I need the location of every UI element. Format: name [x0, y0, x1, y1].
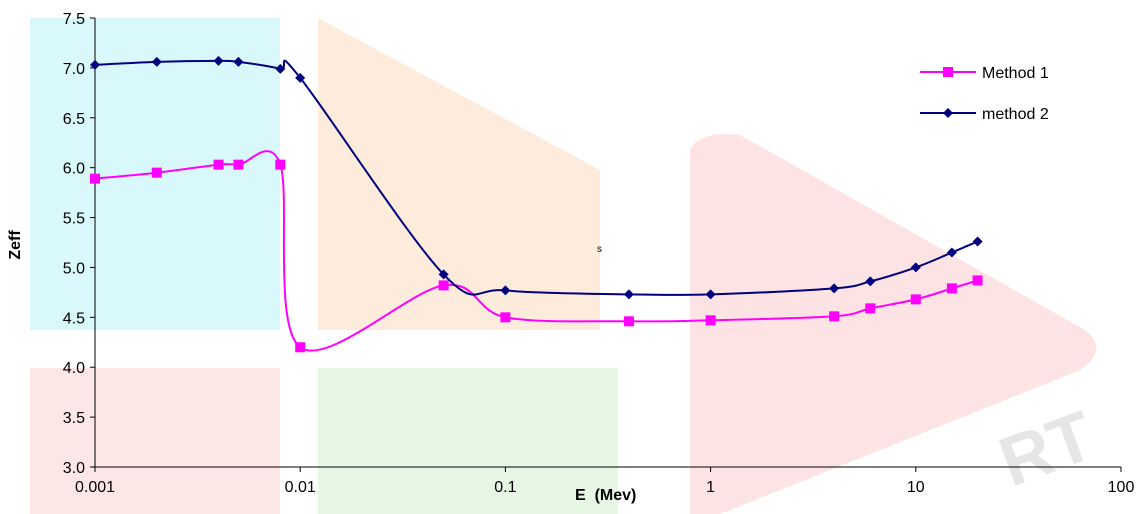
- legend-item-method-2: method 2: [920, 106, 1049, 123]
- y-tick-label: 7.0: [63, 61, 85, 78]
- series-layer: [90, 55, 983, 353]
- data-point-method-2: [865, 276, 876, 287]
- watermark-pink-shape: [30, 368, 280, 514]
- chart-annotation: s: [597, 244, 602, 255]
- y-tick-label: 3.5: [63, 410, 85, 427]
- data-point-method-2: [233, 56, 244, 67]
- data-point-method-2: [623, 289, 634, 300]
- data-point-method-2: [946, 247, 957, 258]
- data-point-method-1: [829, 311, 840, 322]
- series-method-2: [90, 55, 983, 300]
- data-point-method-2: [275, 63, 286, 74]
- y-tick-label: 5.0: [63, 260, 85, 277]
- data-point-method-1: [500, 312, 511, 323]
- series-line-method-2: [94, 59, 978, 297]
- y-tick-label: 4.5: [63, 310, 85, 327]
- data-point-method-2: [910, 262, 921, 273]
- data-point-method-2: [500, 285, 511, 296]
- series-line-method-1: [94, 150, 978, 352]
- series-method-1: [90, 150, 983, 353]
- watermark-orange-shape: [318, 18, 600, 330]
- y-tick-label: 6.0: [63, 161, 85, 178]
- data-point-method-2: [438, 269, 449, 280]
- x-tick-label: 100: [1108, 479, 1135, 496]
- data-point-method-2: [213, 55, 224, 66]
- y-tick-label: 7.5: [63, 11, 85, 28]
- data-point-method-1: [90, 173, 100, 184]
- legend-item-method-1: Method 1: [920, 65, 1049, 82]
- data-point-method-2: [972, 236, 983, 247]
- x-axis-title: E (Mev): [575, 487, 636, 504]
- y-tick-label: 6.5: [63, 111, 85, 128]
- plot-area: [94, 18, 1121, 468]
- legend: Method 1 method 2: [920, 65, 1049, 123]
- data-point-method-1: [213, 159, 224, 170]
- x-tick-label: 1: [706, 479, 715, 496]
- data-point-method-2: [705, 289, 716, 300]
- watermark-green-shape: [318, 368, 618, 514]
- data-point-method-1: [946, 283, 957, 294]
- data-point-method-1: [623, 316, 634, 327]
- y-axis-title: Zeff: [7, 230, 24, 260]
- y-tick-label: 4.0: [63, 360, 85, 377]
- data-point-method-1: [233, 159, 244, 170]
- y-axis-ticks: 3.0 3.5 4.0 4.5 5.0 5.5 6.0 6.5 7.0 7.5: [63, 11, 95, 477]
- legend-label-method-1: Method 1: [982, 65, 1049, 82]
- data-point-method-1: [151, 167, 162, 178]
- x-tick-label: 0.1: [494, 479, 516, 496]
- data-point-method-1: [972, 275, 983, 286]
- data-point-method-1: [295, 342, 306, 353]
- data-point-method-1: [275, 159, 286, 170]
- x-tick-label: 0.01: [285, 479, 316, 496]
- watermark-red-play-shape: [690, 134, 1097, 514]
- x-tick-label: 10: [907, 479, 925, 496]
- data-point-method-1: [910, 294, 921, 305]
- x-tick-label: 0.001: [75, 479, 115, 496]
- data-point-method-2: [151, 56, 162, 67]
- data-point-method-1: [705, 315, 716, 326]
- data-point-method-2: [829, 283, 840, 294]
- x-axis-ticks: 0.001 0.01 0.1 1 10 100: [75, 467, 1134, 496]
- y-tick-label: 5.5: [63, 211, 85, 228]
- data-point-method-1: [865, 303, 876, 314]
- data-point-method-2: [295, 72, 306, 83]
- legend-marker-method-2: [943, 108, 953, 118]
- legend-label-method-2: method 2: [982, 106, 1049, 123]
- y-tick-label: 3.0: [63, 460, 85, 477]
- data-point-method-1: [438, 280, 449, 291]
- legend-marker-method-1: [943, 67, 953, 77]
- data-point-method-2: [90, 59, 100, 70]
